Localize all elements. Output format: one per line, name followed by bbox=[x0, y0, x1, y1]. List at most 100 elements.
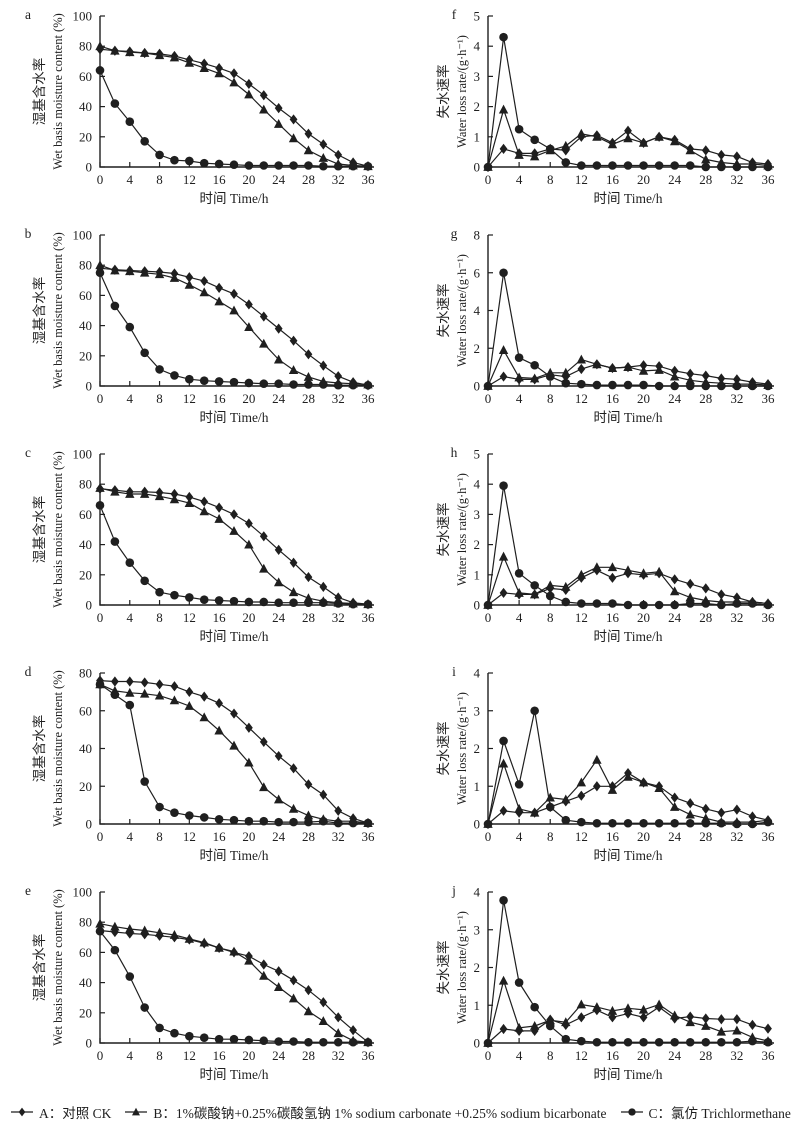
y-axis-label-en: Wet basis moisture content (%) bbox=[51, 232, 65, 389]
x-tick-label: 4 bbox=[516, 391, 523, 406]
series-B bbox=[483, 975, 773, 1047]
circle-marker-icon bbox=[348, 1037, 358, 1047]
y-tick-label: 4 bbox=[474, 303, 481, 318]
triangle-marker-icon bbox=[184, 498, 195, 507]
diamond-marker-icon bbox=[200, 275, 209, 287]
y-tick-label: 4 bbox=[474, 885, 481, 900]
triangle-marker-icon bbox=[259, 104, 269, 114]
triangle-marker-icon bbox=[592, 1002, 602, 1012]
circle-marker-icon bbox=[304, 1037, 313, 1047]
chart-svg-b: 0 4 8 12 16 20 24 28 32 36 0 20 40 60 80 100 湿基含水率 Wet ba… bbox=[25, 226, 375, 425]
triangle-marker-icon bbox=[154, 269, 165, 279]
legend-item-a: A：对照 CK bbox=[10, 1102, 111, 1122]
circle-marker-icon bbox=[348, 599, 358, 609]
diamond-marker-icon bbox=[259, 959, 268, 970]
triangle-marker-icon bbox=[125, 687, 135, 697]
circle-marker-icon bbox=[95, 501, 105, 510]
series-B bbox=[95, 260, 373, 389]
triangle-marker-icon bbox=[139, 688, 150, 698]
y-axis-label-en: Water loss rate/(g·h⁻¹) bbox=[455, 35, 469, 148]
x-tick-label: 28 bbox=[302, 391, 315, 406]
axes-lines bbox=[99, 235, 374, 387]
y-tick-label: 40 bbox=[79, 741, 92, 756]
panel-letter-g: g bbox=[451, 226, 458, 241]
x-tick-label: 32 bbox=[332, 829, 345, 844]
triangle-marker-icon bbox=[333, 1028, 343, 1038]
y-tick-label: 20 bbox=[79, 348, 92, 363]
circle-marker-icon bbox=[363, 1037, 373, 1047]
circle-marker-icon bbox=[95, 66, 105, 75]
x-tick-label: 32 bbox=[332, 1048, 345, 1063]
y-tick-label: 40 bbox=[79, 99, 92, 114]
x-tick-label: 16 bbox=[606, 610, 620, 625]
legend-marker-shape bbox=[18, 1107, 26, 1117]
circle-marker-icon bbox=[363, 380, 373, 390]
triangle-marker-icon bbox=[592, 359, 602, 369]
series-line-C bbox=[99, 683, 368, 824]
diamond-marker-icon bbox=[334, 805, 343, 816]
circle-marker-icon bbox=[170, 155, 179, 165]
triangle-marker-icon bbox=[199, 506, 209, 516]
chart-panel-f: 0 4 8 12 16 20 24 28 32 36 0 1 2 3 4 5 失水速率 Water loss ra… bbox=[400, 0, 800, 219]
series-C bbox=[483, 268, 773, 391]
x-tick-label: 4 bbox=[127, 829, 134, 844]
y-tick-label: 2 bbox=[474, 741, 481, 756]
y-tick-label: 0 bbox=[86, 817, 93, 832]
diamond-marker-icon bbox=[319, 139, 328, 150]
triangle-marker-icon bbox=[318, 1016, 329, 1026]
x-tick-label: 28 bbox=[302, 172, 315, 187]
triangle-marker-icon bbox=[125, 923, 135, 933]
triangle-marker-icon bbox=[259, 970, 269, 980]
panel-letter-f: f bbox=[452, 7, 457, 22]
x-tick-label: 0 bbox=[485, 829, 492, 844]
triangle-marker-icon bbox=[184, 57, 195, 67]
circle-marker-icon bbox=[561, 1034, 571, 1044]
circle-marker-icon bbox=[685, 161, 695, 170]
x-axis-label: 时间 Time/h bbox=[200, 191, 269, 206]
series-C bbox=[95, 268, 373, 390]
circle-marker-icon bbox=[185, 1031, 194, 1041]
x-tick-label: 36 bbox=[362, 610, 376, 625]
x-tick-label: 20 bbox=[637, 391, 650, 406]
x-tick-label: 32 bbox=[332, 610, 345, 625]
y-tick-label: 3 bbox=[474, 703, 481, 718]
y-tick-label: 0 bbox=[474, 160, 481, 175]
diamond-marker-icon bbox=[215, 502, 224, 513]
series-C bbox=[483, 896, 773, 1048]
circle-marker-icon bbox=[654, 381, 664, 391]
diamond-marker-icon bbox=[670, 792, 679, 803]
x-tick-label: 4 bbox=[127, 172, 134, 187]
triangle-marker-icon bbox=[638, 1004, 649, 1014]
diamond-marker-icon bbox=[304, 349, 313, 360]
triangle-marker-icon bbox=[592, 562, 602, 572]
diamond-marker-icon bbox=[764, 1023, 772, 1034]
y-axis-label-zh: 失水速率 bbox=[435, 65, 451, 119]
y-tick-label: 2 bbox=[474, 960, 481, 975]
y-axis-label-zh: 失水速率 bbox=[435, 722, 451, 776]
circle-marker-icon bbox=[199, 376, 209, 386]
circle-marker-icon bbox=[259, 379, 269, 389]
x-tick-label: 8 bbox=[156, 391, 163, 406]
circle-marker-icon bbox=[545, 144, 555, 154]
x-tick-label: 24 bbox=[668, 610, 682, 625]
x-tick-label: 16 bbox=[606, 829, 620, 844]
x-tick-label: 20 bbox=[637, 610, 650, 625]
x-axis-label: 时间 Time/h bbox=[594, 410, 663, 425]
panel-letter-b: b bbox=[25, 226, 32, 241]
circle-marker-icon bbox=[185, 156, 194, 166]
y-tick-label: 0 bbox=[474, 817, 481, 832]
x-tick-label: 4 bbox=[127, 610, 134, 625]
diamond-marker-icon bbox=[185, 272, 194, 283]
circle-marker-icon bbox=[289, 161, 298, 170]
diamond-marker-icon bbox=[748, 811, 757, 822]
circle-marker-icon bbox=[319, 1037, 328, 1047]
y-axis-label-zh: 湿基含水率 bbox=[31, 496, 47, 564]
circle-marker-icon bbox=[514, 568, 524, 578]
x-tick-label: 36 bbox=[762, 1048, 776, 1063]
triangle-marker-icon bbox=[685, 1017, 695, 1027]
series-line-A bbox=[99, 267, 369, 386]
triangle-marker-icon bbox=[184, 933, 195, 943]
panel-letter-i: i bbox=[452, 664, 456, 679]
circle-marker-icon bbox=[670, 600, 679, 610]
diamond-marker-icon bbox=[259, 311, 268, 322]
